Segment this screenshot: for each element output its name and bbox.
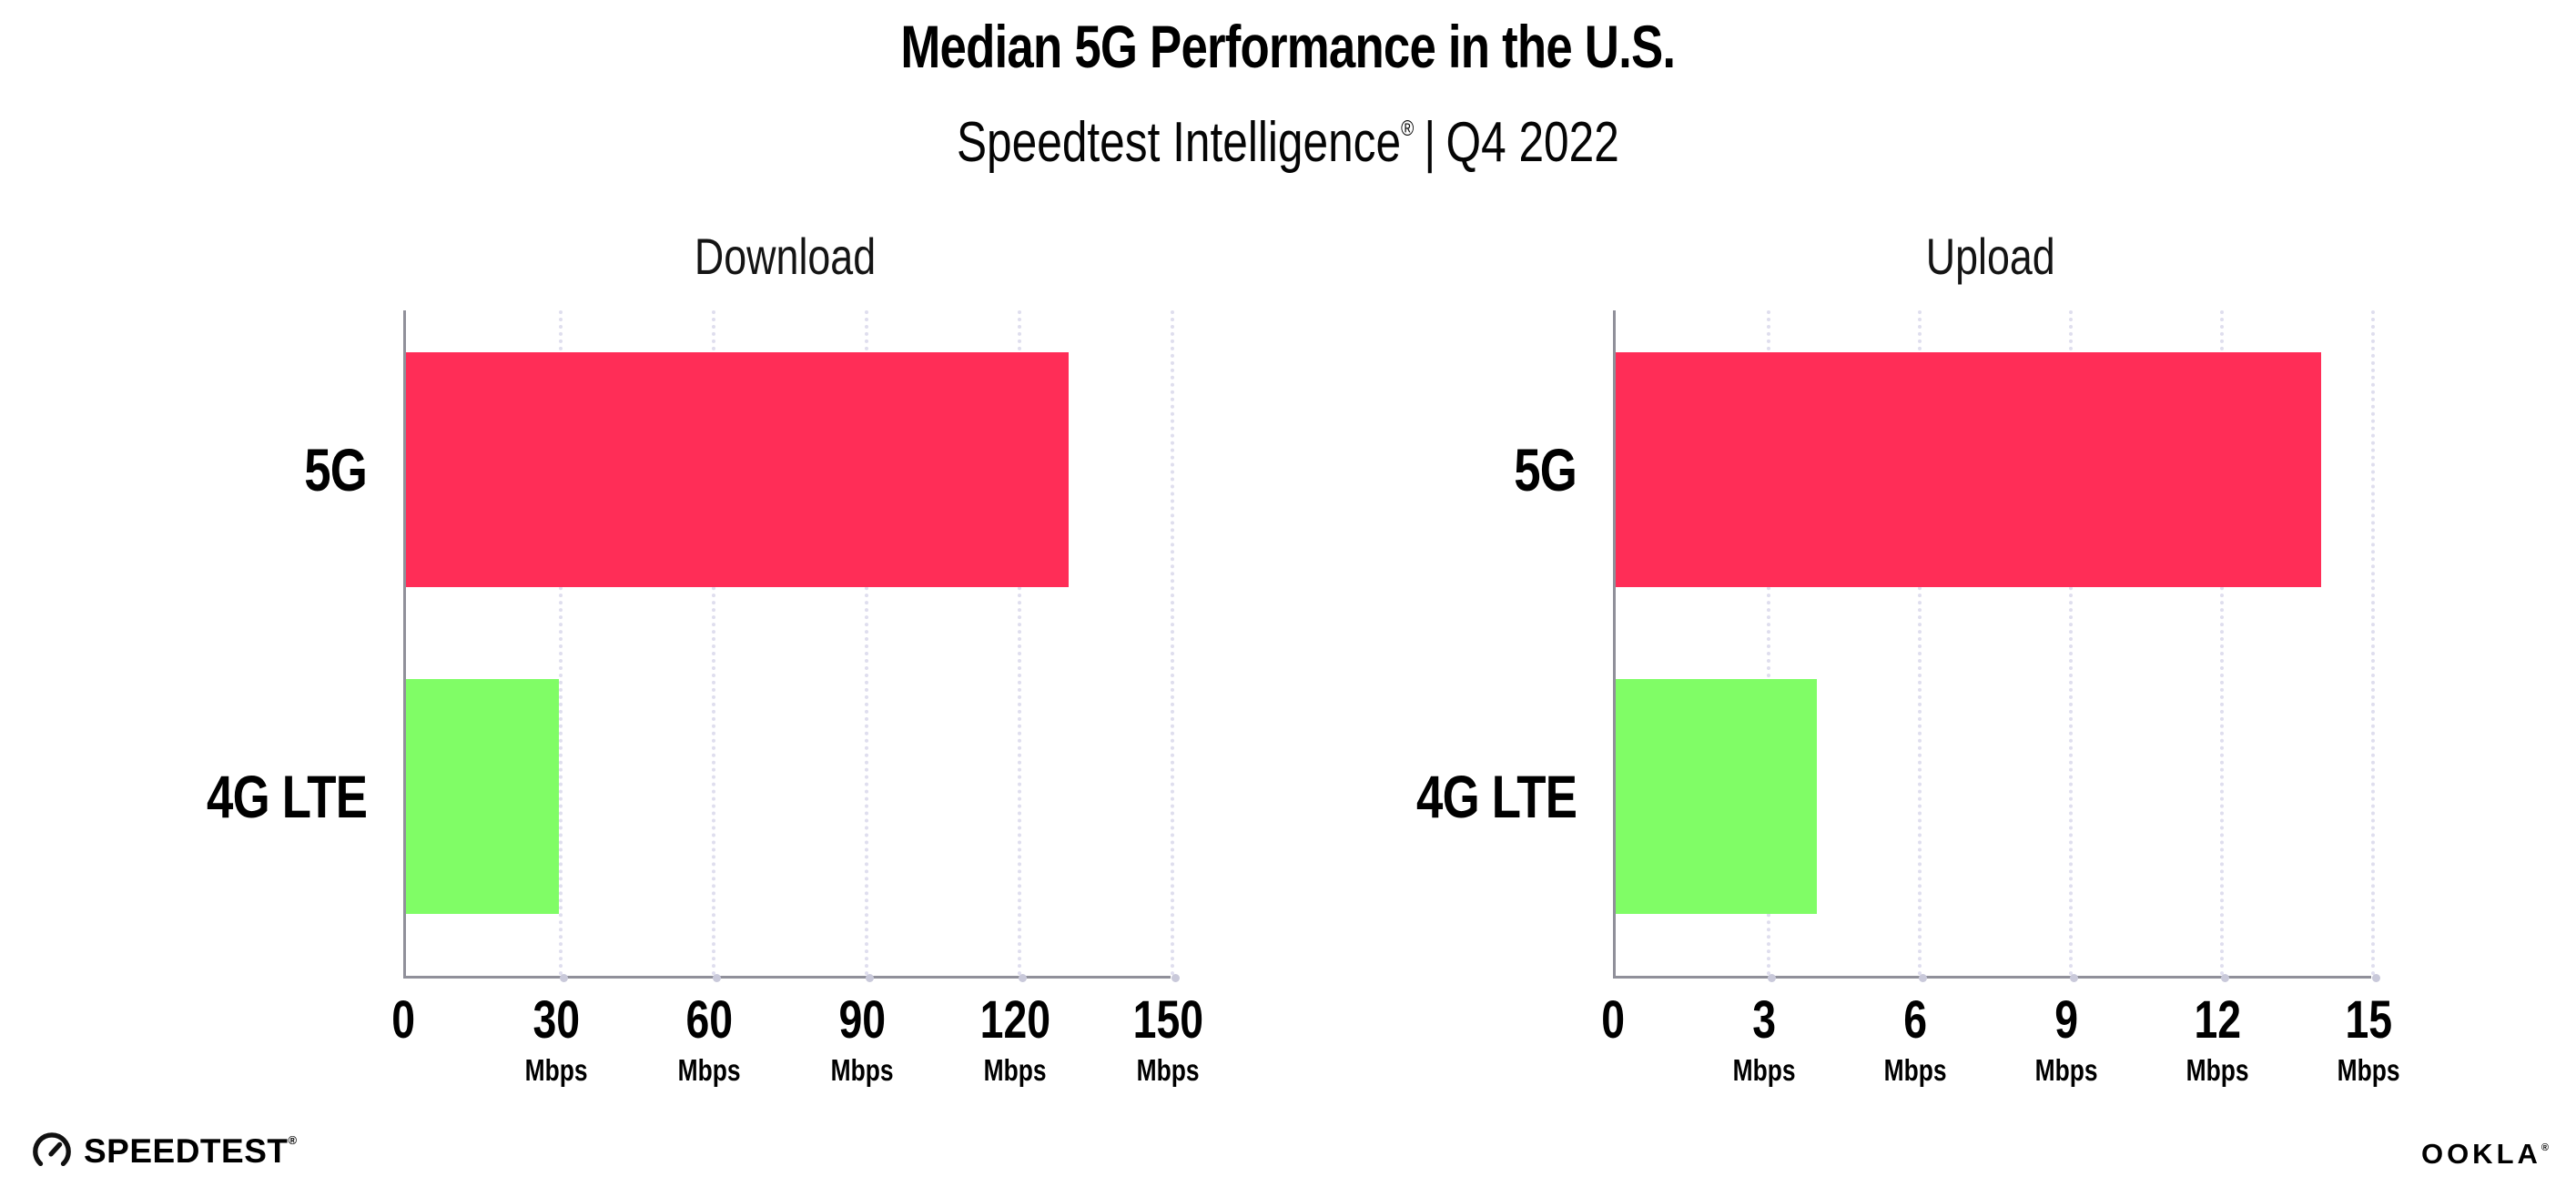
- x-tick-label: 30 Mbps: [456, 992, 656, 1089]
- x-tick-unit: Mbps: [2337, 1053, 2400, 1087]
- x-tick-label: 0: [1601, 990, 1625, 1050]
- registered-symbol: ®: [2541, 1142, 2549, 1153]
- grid-line: [1018, 310, 1027, 982]
- x-tick-unit: Mbps: [2034, 1053, 2098, 1087]
- chart-title-upload: Upload: [1926, 228, 2055, 285]
- category-label-4g-lte: 4G LTE: [206, 763, 368, 830]
- x-tick-label: 0: [391, 990, 415, 1050]
- speedtest-gauge-icon: [33, 1132, 71, 1167]
- x-tick-label: 9 Mbps: [1966, 992, 2166, 1089]
- x-tick-unit: Mbps: [677, 1053, 741, 1087]
- upload-plot-area: [1613, 310, 2380, 982]
- grid-line: [559, 310, 568, 982]
- x-tick-label: 3 Mbps: [1664, 992, 1864, 1089]
- x-tick-label: 15 Mbps: [2268, 992, 2469, 1089]
- subtitle-period: Q4 2022: [1445, 111, 1619, 174]
- speedtest-logo: SPEEDTEST®: [31, 1131, 298, 1172]
- category-label-5g: 5G: [1514, 436, 1577, 503]
- download-plot-area: [403, 310, 1180, 982]
- category-label-5g: 5G: [304, 436, 368, 503]
- subtitle-separator: |: [1424, 111, 1436, 174]
- x-tick-unit: Mbps: [983, 1053, 1047, 1087]
- ookla-wordmark: OOKLA: [2420, 1138, 2541, 1170]
- grid-line: [2371, 310, 2380, 982]
- registered-mark: ®: [1401, 117, 1415, 141]
- bar-5g-upload: [1616, 352, 2321, 587]
- page-title-text: Median 5G Performance in the U.S.: [900, 13, 1677, 80]
- x-axis-ticks-download: 0 30 Mbps 60 Mbps 90 Mbps 120 Mbps 150 Mbps: [391, 992, 1203, 1111]
- x-tick-label: 90 Mbps: [762, 992, 962, 1089]
- grid-line: [712, 310, 721, 982]
- x-tick-unit: Mbps: [1883, 1053, 1947, 1087]
- x-tick-label: 150 Mbps: [1068, 992, 1268, 1089]
- x-tick-unit: Mbps: [1732, 1053, 1796, 1087]
- grid-line: [2220, 310, 2229, 982]
- x-tick-label: 120 Mbps: [915, 992, 1115, 1089]
- x-tick-label: 6 Mbps: [1815, 992, 2015, 1089]
- bar-4g-lte-upload: [1616, 679, 1818, 914]
- page-subtitle: Speedtest Intelligence® | Q4 2022: [0, 91, 2576, 181]
- grid-line: [2069, 310, 2078, 982]
- bar-4g-lte-download: [406, 679, 559, 914]
- x-tick-label: 12 Mbps: [2117, 992, 2317, 1089]
- subtitle-brand: Speedtest Intelligence: [957, 111, 1402, 174]
- speedtest-wordmark: SPEEDTEST®: [84, 1132, 298, 1170]
- grid-line: [1918, 310, 1927, 982]
- category-label-4g-lte: 4G LTE: [1415, 763, 1577, 830]
- x-tick-unit: Mbps: [830, 1053, 894, 1087]
- page-title: Median 5G Performance in the U.S.: [0, 13, 2576, 80]
- x-axis-ticks-upload: 0 3 Mbps 6 Mbps 9 Mbps 12 Mbps 15 Mbps: [1601, 992, 2399, 1111]
- x-tick-unit: Mbps: [2186, 1053, 2249, 1087]
- chart-title-download: Download: [695, 228, 877, 285]
- ookla-logo: OOKLA®: [2421, 1138, 2549, 1171]
- bar-5g-download: [406, 352, 1069, 587]
- grid-line: [1767, 310, 1776, 982]
- grid-line: [865, 310, 874, 982]
- x-tick-unit: Mbps: [524, 1053, 588, 1087]
- grid-line: [1171, 310, 1180, 982]
- x-tick-label: 60 Mbps: [609, 992, 809, 1089]
- x-tick-unit: Mbps: [1136, 1053, 1200, 1087]
- trademark-symbol: ®: [288, 1133, 298, 1147]
